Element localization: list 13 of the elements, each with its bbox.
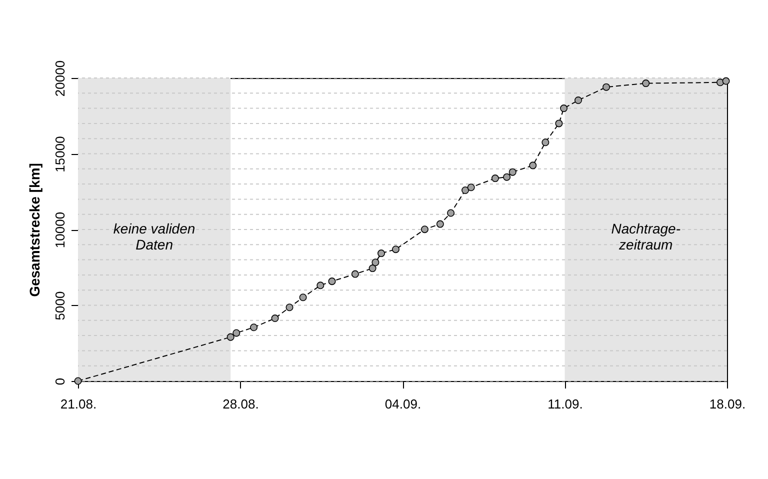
y-tick-label: 10000 — [52, 212, 68, 248]
x-tick-label: 28.08. — [222, 396, 259, 412]
y-tick-label: 15000 — [52, 136, 68, 172]
band-label: Nachtrage- zeitraum — [611, 220, 681, 252]
y-tick-label: 20000 — [52, 60, 68, 97]
x-tick-label: 18.09. — [709, 396, 746, 412]
x-tick-label: 21.08. — [60, 396, 97, 412]
x-tick-label: 04.09. — [384, 396, 422, 412]
x-tick-label: 11.09. — [548, 396, 583, 412]
band-label: keine validen Daten — [113, 220, 196, 252]
y-axis-title: Gesamtstrecke [km] — [26, 163, 42, 297]
y-tick-label: 0 — [52, 378, 68, 386]
y-tick-label: 5000 — [52, 291, 68, 320]
